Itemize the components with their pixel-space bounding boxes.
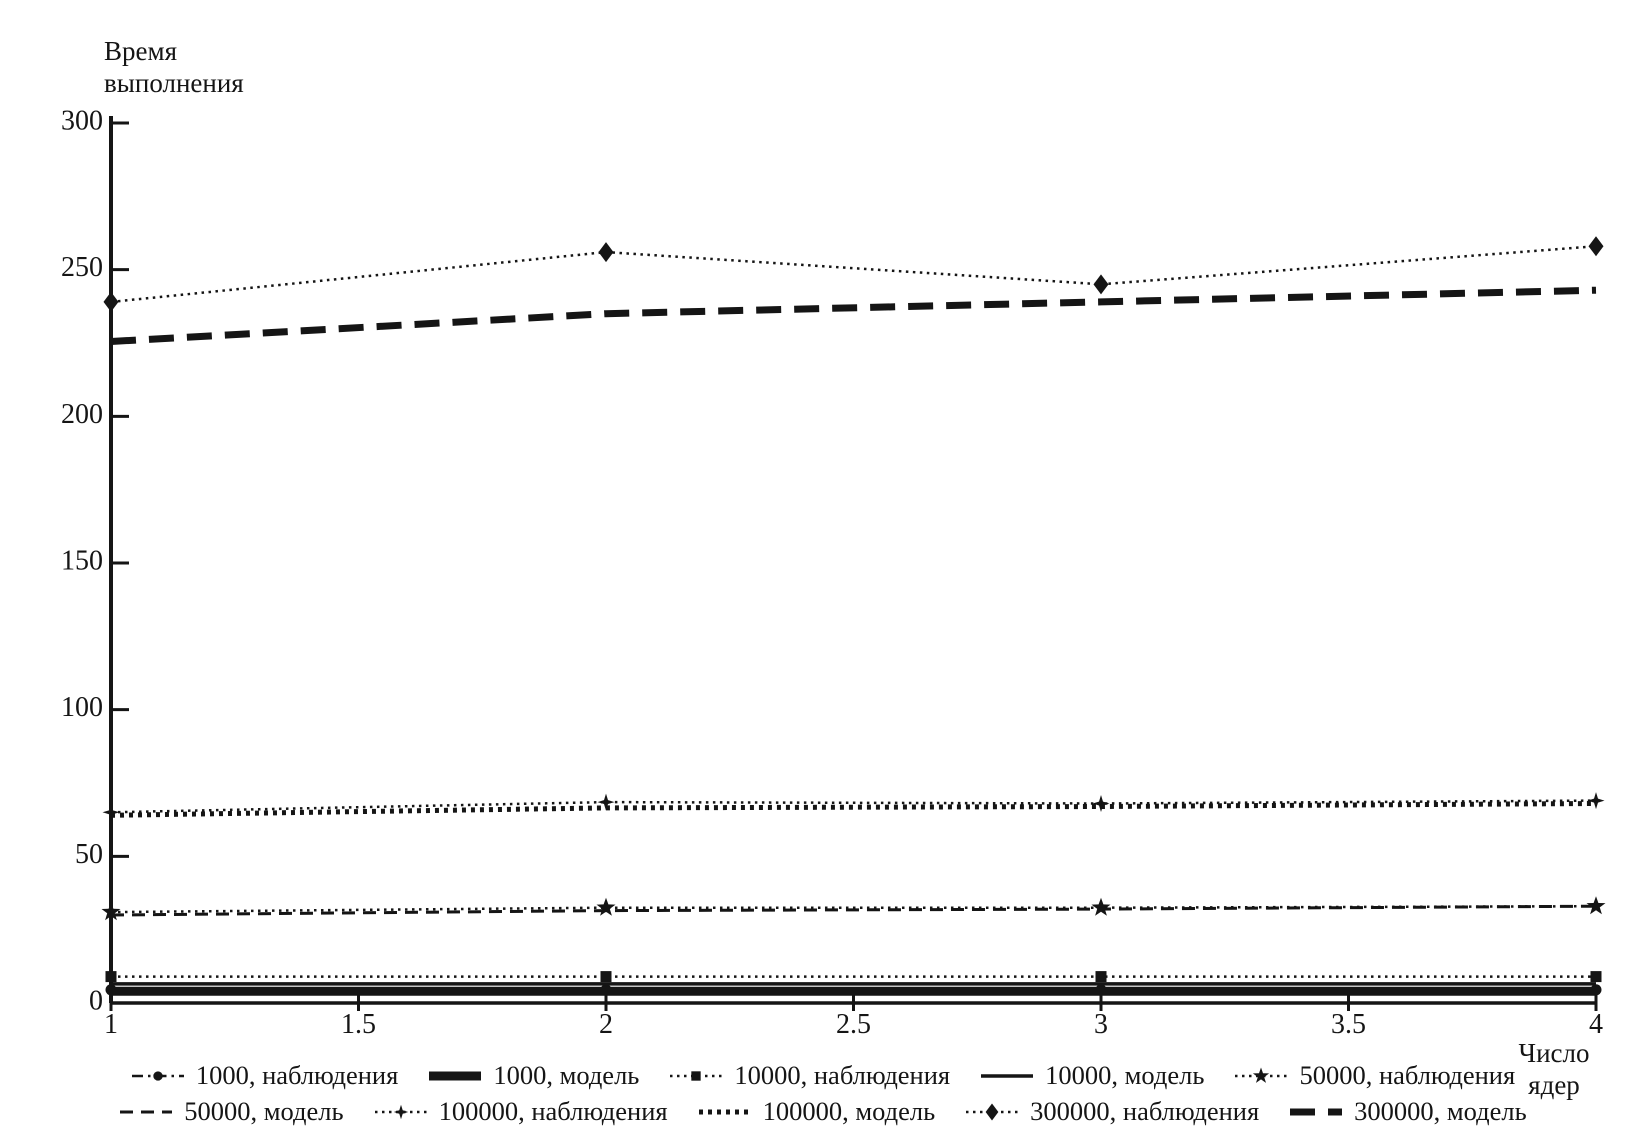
y-tick-label: 150 xyxy=(61,545,103,576)
series-line xyxy=(110,799,1597,814)
circle-icon xyxy=(153,1070,163,1081)
square-marker xyxy=(105,971,117,983)
y-ticks: 0 50 100 150 200 250 300 xyxy=(61,105,129,1016)
series-line xyxy=(110,801,1597,818)
x-tick-label: 1 xyxy=(104,1009,118,1040)
diamond-marker xyxy=(1588,236,1604,257)
star-marker xyxy=(596,897,616,916)
series-line xyxy=(110,286,1597,345)
legend-label: 100000, модель xyxy=(762,1096,936,1126)
legend-label: 100000, наблюдения xyxy=(438,1096,668,1126)
legend-item: 10000, модель xyxy=(978,1060,1204,1091)
square-marker xyxy=(1095,971,1107,983)
x-axis-title: Число ядер xyxy=(1502,1038,1606,1102)
legend-label: 10000, наблюдения xyxy=(734,1060,951,1090)
legend-swatch xyxy=(131,1070,184,1081)
legend-label: 1000, наблюдения xyxy=(195,1060,399,1090)
x-ticks: 1 1.5 2 2.5 3 3.5 4 xyxy=(104,993,1603,1040)
legend-swatch xyxy=(670,1070,723,1081)
star4-marker xyxy=(1092,795,1110,812)
legend-row-1: 1000, наблюдения 1000, модель 10000, наблю… xyxy=(0,1060,1644,1091)
legend-item: 100000, наблюдения xyxy=(372,1096,668,1127)
star4-marker xyxy=(597,793,615,811)
legend-item: 50000, модель xyxy=(117,1096,344,1127)
star-marker xyxy=(101,902,121,921)
y-tick-label: 300 xyxy=(61,105,103,136)
legend-swatch xyxy=(1235,1067,1288,1083)
y-tick-label: 0 xyxy=(89,985,103,1016)
y-tick-label: 250 xyxy=(61,252,103,283)
diamond-marker xyxy=(103,291,119,312)
x-axis-title-line2: ядер xyxy=(1528,1069,1580,1100)
legend-swatch xyxy=(698,1109,751,1114)
y-tick-label: 100 xyxy=(61,692,103,723)
star4-marker xyxy=(1587,792,1605,810)
legend-label: 50000, наблюдения xyxy=(1299,1060,1516,1090)
diamond-marker xyxy=(1093,274,1109,295)
x-tick-label: 2 xyxy=(599,1009,613,1040)
y-tick-label: 50 xyxy=(75,839,103,870)
legend-item: 300000, наблюдения xyxy=(963,1096,1259,1127)
legend-item: 1000, модель xyxy=(426,1060,639,1091)
series-line xyxy=(110,904,1597,917)
legend-swatch xyxy=(120,1110,173,1113)
series-300000-наблюдения xyxy=(103,236,1604,312)
series-10000-наблюдения xyxy=(105,971,1602,983)
star4-marker xyxy=(102,803,120,821)
y-axis-title-line1: Время xyxy=(104,36,177,66)
legend-item: 300000, модель xyxy=(1287,1096,1527,1127)
x-tick-label: 2.5 xyxy=(836,1009,871,1040)
legend-label: 10000, модель xyxy=(1045,1060,1205,1090)
legend-label: 1000, модель xyxy=(493,1060,640,1090)
y-tick-label: 200 xyxy=(61,399,103,430)
star-marker xyxy=(1091,897,1111,916)
legend-swatch xyxy=(374,1104,427,1119)
x-tick-label: 3 xyxy=(1094,1009,1108,1040)
series-line xyxy=(110,904,1597,914)
legend-swatch xyxy=(1290,1108,1343,1115)
series-300000-модель xyxy=(110,286,1597,345)
legend-swatch xyxy=(966,1103,1019,1120)
x-tick-label: 1.5 xyxy=(341,1009,376,1040)
star-marker xyxy=(1586,896,1606,915)
y-axis-title-line2: выполнения xyxy=(104,67,244,98)
square-marker xyxy=(600,971,612,983)
series-100000-модель xyxy=(110,801,1597,818)
square-marker xyxy=(1590,971,1602,983)
square-icon xyxy=(691,1070,702,1081)
legend-item: 1000, наблюдения xyxy=(129,1060,399,1091)
legend-label: 50000, модель xyxy=(184,1096,344,1126)
legend-item: 10000, наблюдения xyxy=(667,1060,950,1091)
legend-swatch xyxy=(981,1073,1034,1078)
legend-item: 50000, наблюдения xyxy=(1232,1060,1515,1091)
legend-swatch xyxy=(429,1071,482,1080)
y-axis-title: Время выполнения xyxy=(104,36,244,100)
legend-row-2: 50000, модель 100000, наблюдения 100000, м… xyxy=(0,1096,1644,1127)
star-icon xyxy=(1253,1067,1270,1083)
x-tick-label: 3.5 xyxy=(1331,1009,1366,1040)
legend-label: 300000, модель xyxy=(1354,1096,1527,1126)
diamond-icon xyxy=(985,1103,999,1120)
x-axis-title-line1: Число xyxy=(1518,1038,1590,1068)
diamond-marker xyxy=(598,242,614,263)
axes xyxy=(109,116,1596,1005)
series-50000-наблюдения xyxy=(101,896,1606,921)
series-50000-модель xyxy=(110,904,1597,917)
star4-icon xyxy=(393,1104,408,1119)
legend-item: 100000, модель xyxy=(696,1096,936,1127)
legend-label: 300000, наблюдения xyxy=(1030,1096,1260,1126)
x-tick-label: 4 xyxy=(1589,1009,1603,1040)
series-100000-наблюдения xyxy=(102,792,1605,821)
